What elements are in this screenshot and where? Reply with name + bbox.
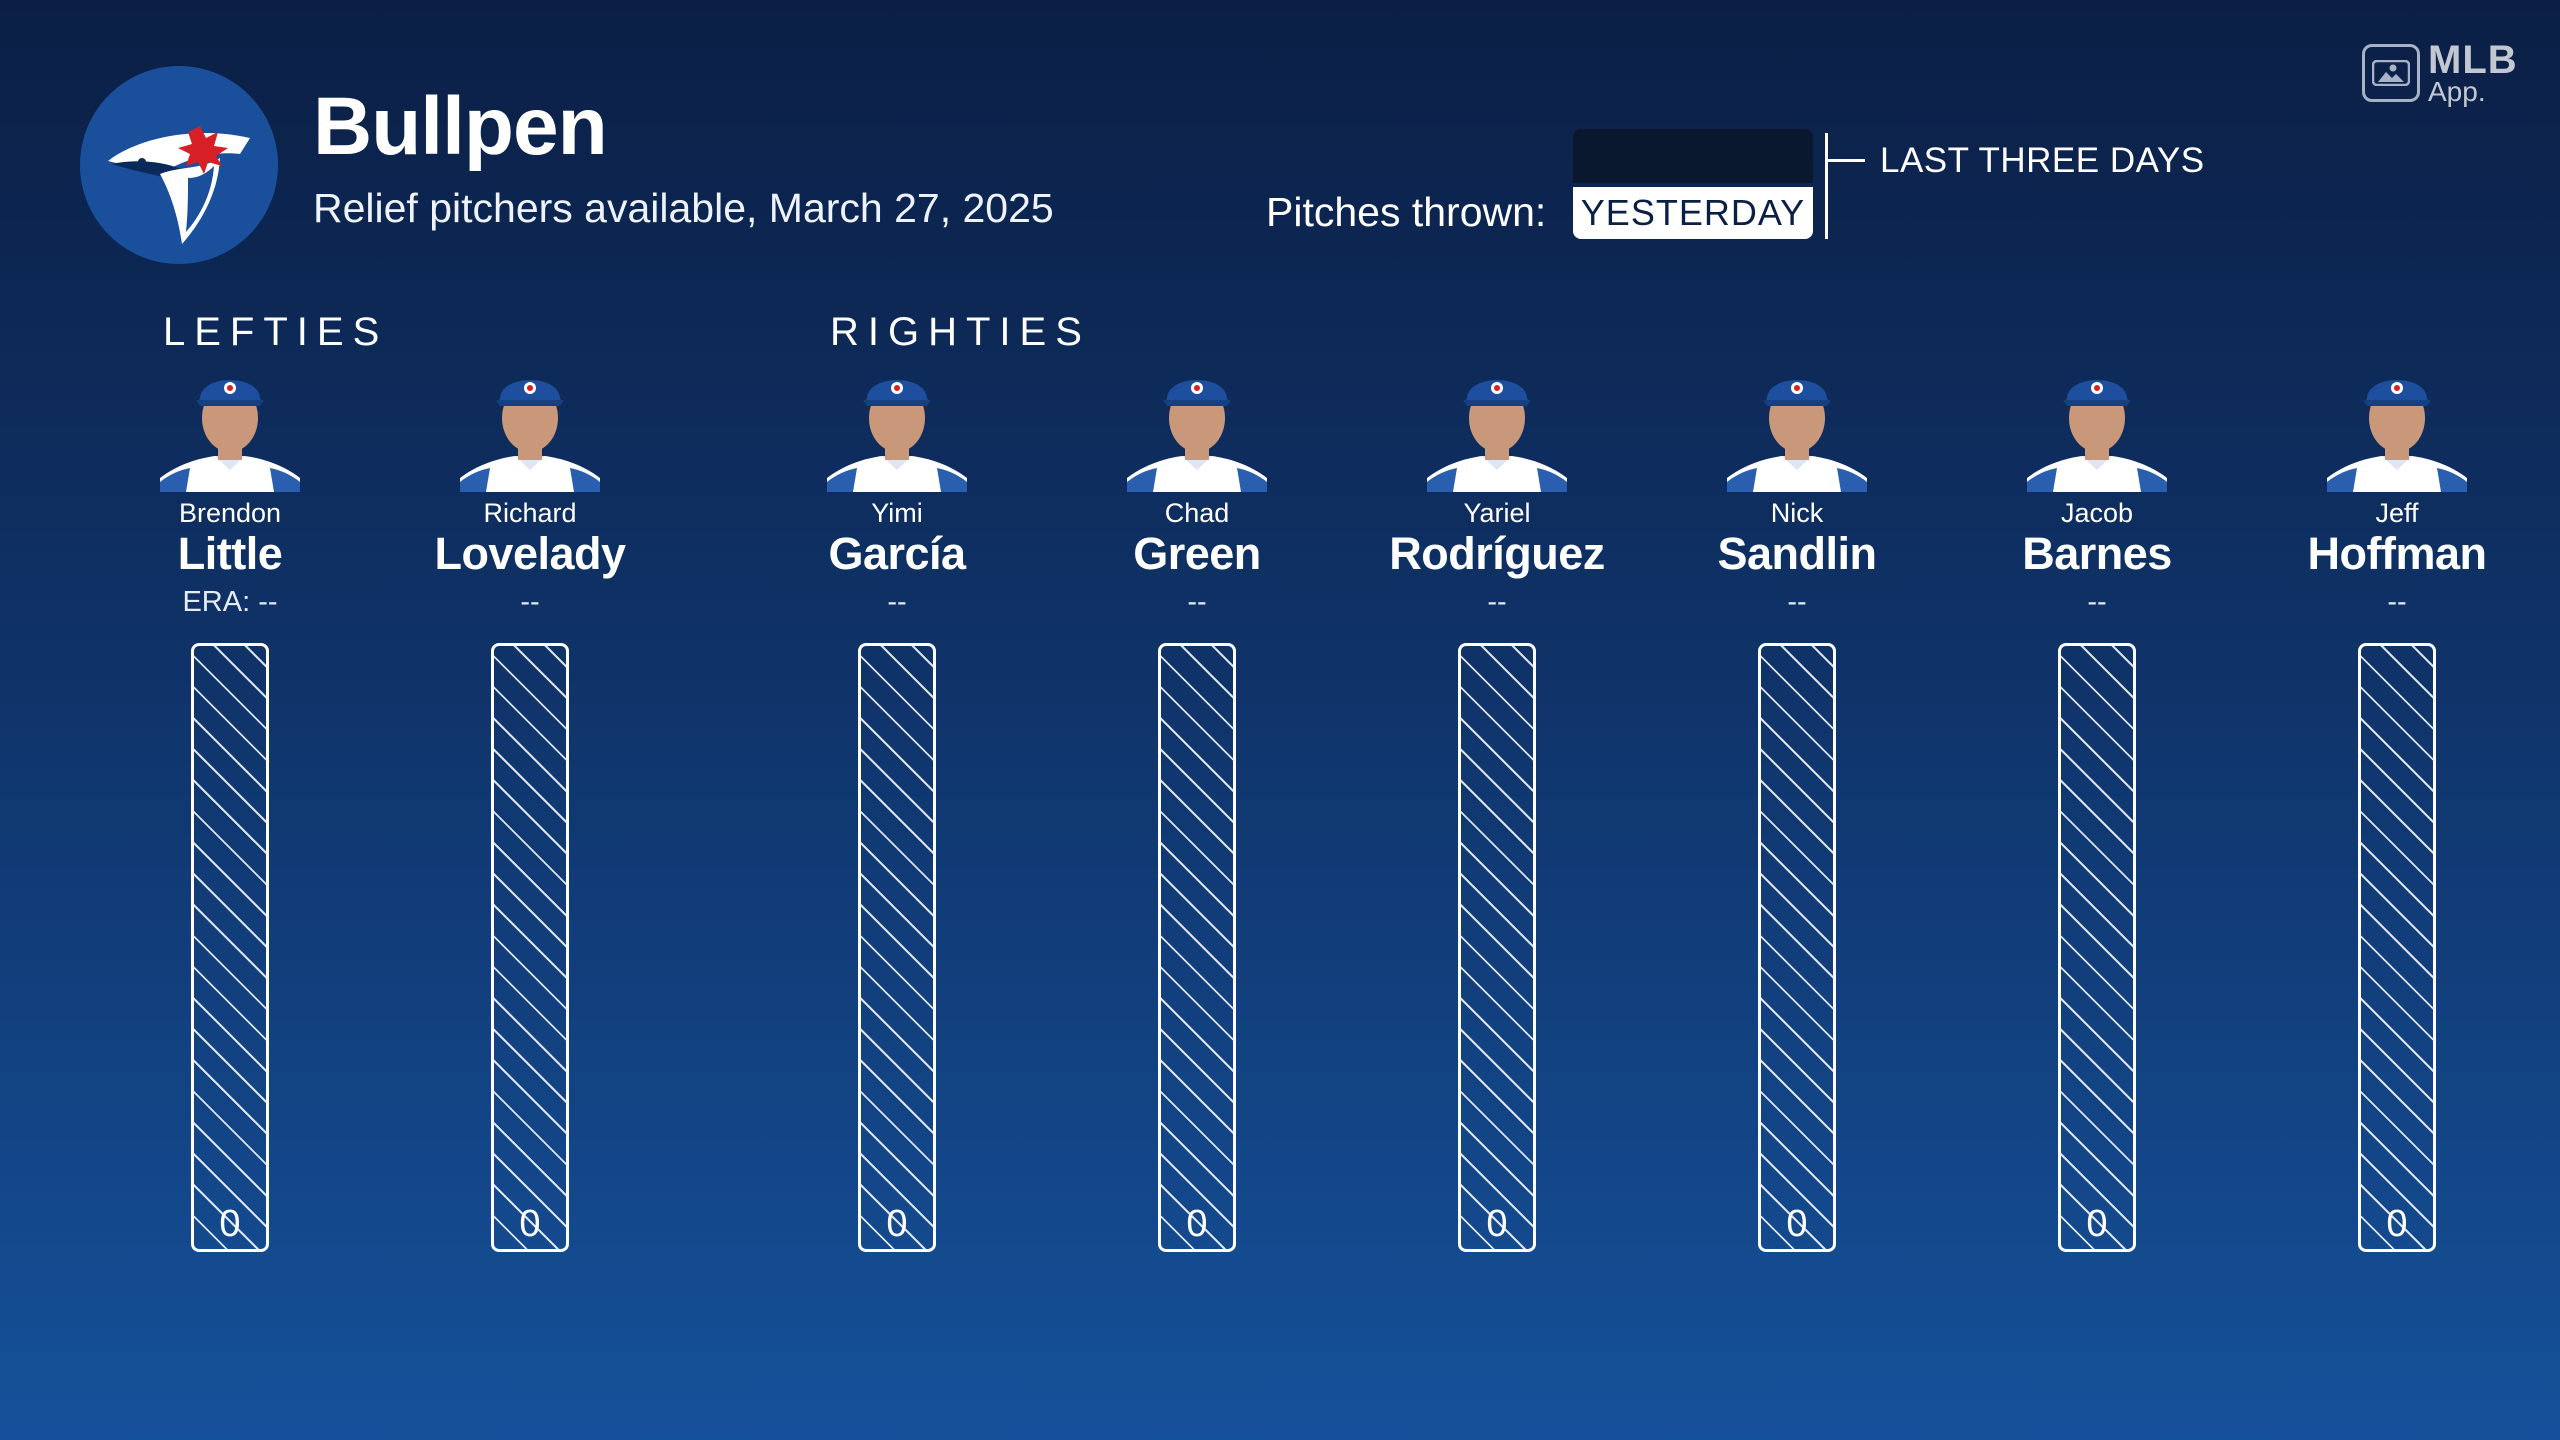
player-last-name: García (828, 528, 966, 579)
player-headshot (827, 380, 967, 492)
player-era: -- (520, 586, 540, 618)
player-first-name: Jeff (2375, 498, 2419, 528)
pitch-count-bar: 0 (858, 643, 936, 1252)
pitcher-column[interactable]: Chad Green -- 0 (1047, 360, 1347, 1252)
player-headshot (160, 380, 300, 492)
player-era: -- (1487, 586, 1507, 618)
pitch-count-bar: 0 (1458, 643, 1536, 1252)
player-headshot (2327, 380, 2467, 492)
pitcher-column[interactable]: Nick Sandlin -- 0 (1647, 360, 1947, 1252)
player-first-name: Yimi (871, 498, 923, 528)
player-first-name: Chad (1164, 498, 1230, 528)
player-era: -- (2387, 586, 2407, 618)
pitcher-column[interactable]: Richard Lovelady -- 0 (380, 360, 680, 1252)
player-headshot (1127, 380, 1267, 492)
pitcher-column[interactable]: Jeff Hoffman -- 0 (2247, 360, 2547, 1252)
player-era: -- (1787, 586, 1807, 618)
team-logo (80, 66, 278, 264)
pitcher-column[interactable]: Jacob Barnes -- 0 (1947, 360, 2247, 1252)
player-first-name: Nick (1770, 498, 1824, 528)
last-three-days-label: LAST THREE DAYS (1880, 141, 2205, 180)
player-headshot (460, 380, 600, 492)
player-last-name: Barnes (2022, 528, 2172, 579)
mlb-logo-icon (2362, 44, 2420, 102)
range-option-last-three-days[interactable] (1573, 129, 1813, 183)
page-title: Bullpen (313, 81, 608, 172)
righties-heading: RIGHTIES (830, 310, 1091, 354)
player-headshot (2027, 380, 2167, 492)
player-last-name: Lovelady (434, 528, 626, 579)
player-era: -- (887, 586, 907, 618)
pitch-count-value: 0 (886, 1203, 908, 1245)
mlb-app-brand: MLB App. (2362, 40, 2518, 106)
pitch-count-bar: 0 (1158, 643, 1236, 1252)
player-last-name: Green (1133, 528, 1261, 579)
range-bracket-tick (1825, 159, 1865, 162)
player-last-name: Sandlin (1717, 528, 1877, 579)
page-subtitle: Relief pitchers available, March 27, 202… (313, 185, 1054, 231)
player-first-name: Richard (483, 498, 577, 528)
pitch-count-bar: 0 (491, 643, 569, 1252)
range-option-yesterday[interactable]: YESTERDAY (1573, 187, 1813, 239)
player-first-name: Yariel (1463, 498, 1531, 528)
mlb-brand-text: MLB (2428, 38, 2518, 82)
pitch-count-value: 0 (1786, 1203, 1808, 1245)
pitch-count-bar: 0 (191, 643, 269, 1252)
player-last-name: Little (177, 528, 283, 579)
pitch-count-bar: 0 (2358, 643, 2436, 1252)
player-headshot (1727, 380, 1867, 492)
player-era: -- (2087, 586, 2107, 618)
pitch-count-bar: 0 (2058, 643, 2136, 1252)
player-first-name: Jacob (2060, 498, 2134, 528)
pitch-count-value: 0 (219, 1203, 241, 1245)
pitch-count-value: 0 (1486, 1203, 1508, 1245)
player-last-name: Rodríguez (1389, 528, 1605, 579)
player-headshot (1427, 380, 1567, 492)
range-bracket (1825, 133, 1828, 239)
lefties-heading: LEFTIES (163, 310, 389, 354)
pitcher-column[interactable]: Brendon Little ERA: -- 0 (80, 360, 380, 1252)
pitch-count-bar: 0 (1758, 643, 1836, 1252)
pitch-count-value: 0 (2386, 1203, 2408, 1245)
pitch-count-value: 0 (2086, 1203, 2108, 1245)
player-last-name: Hoffman (2307, 528, 2487, 579)
pitch-count-value: 0 (1186, 1203, 1208, 1245)
player-era: ERA: -- (182, 586, 278, 618)
pitches-thrown-label: Pitches thrown: (1266, 189, 1547, 235)
pitcher-column[interactable]: Yariel Rodríguez -- 0 (1347, 360, 1647, 1252)
app-brand-text: App. (2428, 76, 2486, 107)
pitcher-column[interactable]: Yimi García -- 0 (747, 360, 1047, 1252)
player-first-name: Brendon (178, 498, 282, 528)
player-era: -- (1187, 586, 1207, 618)
pitch-count-value: 0 (519, 1203, 541, 1245)
